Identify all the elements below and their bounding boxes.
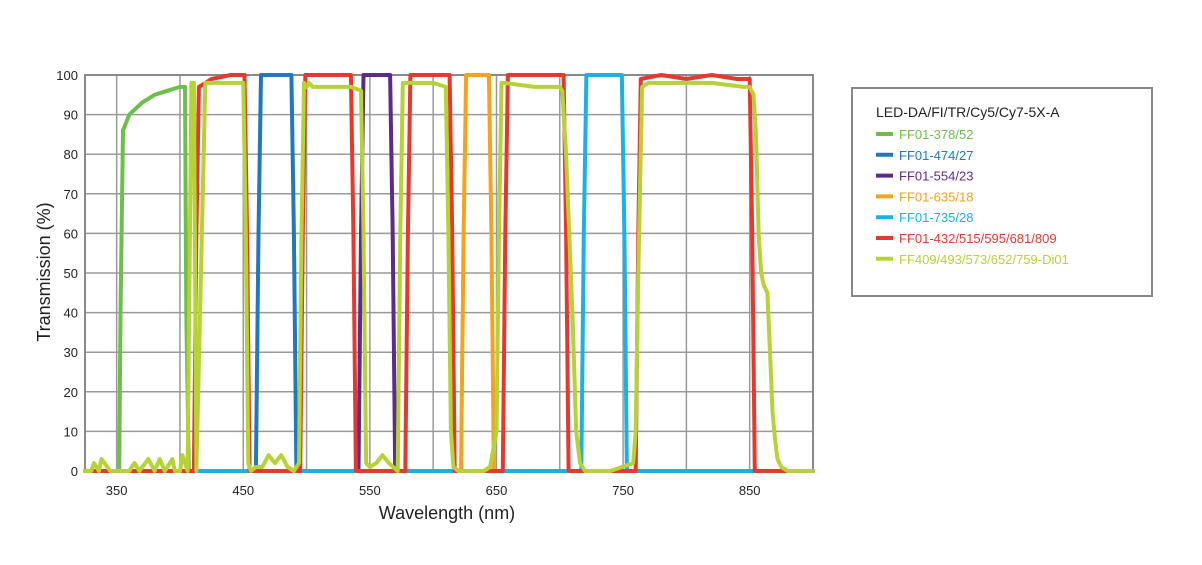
y-tick-label: 70 <box>64 187 78 202</box>
x-tick-label: 650 <box>486 483 508 498</box>
y-tick-label: 60 <box>64 226 78 241</box>
x-tick-label: 450 <box>232 483 254 498</box>
axes: 0 10 20 30 40 50 60 70 80 90 100 350 450 550 650 750 850 <box>56 68 760 498</box>
y-tick-label: 40 <box>64 306 78 321</box>
series-line-3 <box>83 73 815 473</box>
series-line-1 <box>83 84 815 473</box>
x-tick-label: 750 <box>612 483 634 498</box>
legend-label: FF01-635/18 <box>899 189 973 204</box>
y-tick-label: 10 <box>64 424 78 439</box>
x-tick-label: 350 <box>106 483 128 498</box>
legend-label: FF01-474/27 <box>899 148 973 163</box>
legend-label: FF01-735/28 <box>899 210 973 225</box>
y-tick-label: 50 <box>64 266 78 281</box>
legend-frame <box>851 87 1153 297</box>
legend-label: FF01-432/515/595/681/809 <box>899 231 1057 246</box>
series-line-5 <box>83 73 815 473</box>
series-line-7 <box>83 80 815 473</box>
y-axis-title: Transmission (%) <box>34 202 54 341</box>
x-axis-title: Wavelength (nm) <box>379 503 515 523</box>
x-tick-label: 550 <box>359 483 381 498</box>
legend-title: LED-DA/FI/TR/Cy5/Cy7-5X-A <box>876 104 1060 120</box>
legend-items: FF01-378/52 FF01-474/27 FF01-554/23 FF01-63… <box>876 127 1069 267</box>
y-tick-label: 80 <box>64 147 78 162</box>
legend-label: FF01-554/23 <box>899 169 973 184</box>
legend-label: FF01-378/52 <box>899 127 973 142</box>
legend-label: FF409/493/573/652/759-Di01 <box>899 252 1069 267</box>
series-line-2 <box>83 73 815 473</box>
y-tick-label: 20 <box>64 385 78 400</box>
y-tick-label: 0 <box>71 464 78 479</box>
y-tick-label: 90 <box>64 108 78 123</box>
series-line-4 <box>83 73 815 473</box>
x-tick-label: 850 <box>739 483 761 498</box>
legend: LED-DA/FI/TR/Cy5/Cy7-5X-A FF01-378/52FF0… <box>851 87 1153 297</box>
y-tick-label: 30 <box>64 345 78 360</box>
series-lines <box>83 73 815 473</box>
y-tick-label: 100 <box>56 68 78 83</box>
